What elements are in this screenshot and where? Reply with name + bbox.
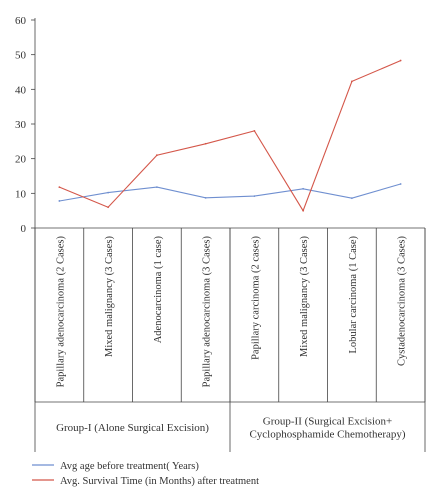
data-point-series-2 [350, 80, 353, 83]
data-point-series-1 [399, 183, 402, 185]
legend-label-1: Avg age before treatment( Years) [60, 461, 199, 472]
data-point-series-2 [204, 142, 207, 145]
category-label: Cystadenocarcinoma (3 Cases) [397, 236, 408, 367]
category-label: Mixed malignancy (3 Cases) [299, 236, 310, 358]
data-point-series-2 [399, 59, 402, 62]
y-tick-label: 50 [15, 50, 27, 62]
data-point-series-2 [58, 186, 61, 188]
series-line-2 [59, 60, 401, 212]
data-point-series-1 [204, 196, 207, 199]
y-tick-label: 10 [15, 188, 27, 200]
category-label: Papillary carcinoma (2 cases) [250, 235, 261, 359]
data-point-series-1 [58, 200, 61, 202]
data-point-series-1 [253, 195, 256, 198]
category-label: Papillary adenocarcinoma (3 Cases) [202, 236, 213, 388]
data-point-series-1 [302, 187, 305, 190]
category-label: Papillary adenocarcinoma (2 Cases) [55, 236, 66, 388]
data-point-series-2 [253, 130, 256, 132]
y-tick-label: 60 [15, 15, 27, 27]
y-tick-label: 30 [15, 119, 27, 131]
data-point-series-1 [155, 186, 158, 188]
data-point-series-2 [302, 209, 305, 212]
y-tick-label: 40 [15, 84, 27, 96]
data-point-series-2 [107, 206, 110, 209]
category-label: Adenocarcinoma (1 case) [153, 236, 164, 344]
group-label: Group-I (Alone Surgical Excision) [56, 422, 209, 434]
data-point-series-1 [107, 191, 110, 194]
y-tick-label: 20 [15, 154, 27, 166]
data-point-series-1 [350, 197, 353, 200]
data-point-series-2 [155, 154, 158, 157]
legend-label-2: Avg. Survival Time (in Months) after tre… [60, 476, 259, 487]
series-line-1 [59, 183, 401, 202]
y-tick-label: 0 [21, 223, 27, 235]
category-label: Mixed malignancy (3 Cases) [104, 236, 115, 358]
group-label: Cyclophosphamide Chemotherapy) [249, 429, 405, 441]
group-label: Group-II (Surgical Excision+ [263, 416, 392, 428]
category-label: Lobular carcinoma (1 Case) [348, 236, 359, 354]
